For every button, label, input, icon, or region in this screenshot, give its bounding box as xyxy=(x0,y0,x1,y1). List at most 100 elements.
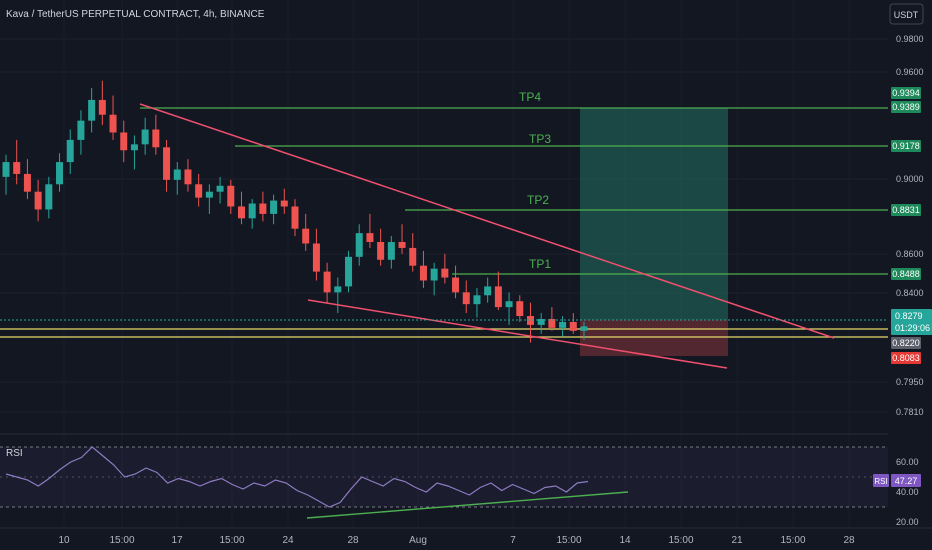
tag-tp-9178-text: 0.9178 xyxy=(892,141,920,151)
candle-body xyxy=(526,316,534,325)
candle-body xyxy=(473,295,481,305)
candle-body xyxy=(120,132,128,151)
candle-body xyxy=(205,191,213,198)
time-tick-label: 15:00 xyxy=(556,535,581,546)
candle-body xyxy=(280,200,288,207)
candle-body xyxy=(237,206,245,219)
candle-body xyxy=(334,286,342,293)
tp1-label: TP1 xyxy=(529,257,551,271)
tag-tp-8831-text: 0.8831 xyxy=(892,205,920,215)
candle-body xyxy=(462,292,470,305)
tp2-label: TP2 xyxy=(527,193,549,207)
price-tick-label: 0.7810 xyxy=(896,407,924,417)
candle-body xyxy=(227,185,235,207)
candle-body xyxy=(409,247,417,266)
candle-body xyxy=(484,286,492,296)
time-tick-label: 28 xyxy=(843,535,855,546)
tag-stop-8083-text: 0.8083 xyxy=(892,353,920,363)
take-profit-lines: TP4 TP3 TP2 TP1 xyxy=(140,90,888,275)
candle-body xyxy=(569,321,577,331)
tag-stop-8083 xyxy=(891,352,921,364)
candle-body xyxy=(152,129,160,148)
time-tick-label: 24 xyxy=(282,535,294,546)
candle-body xyxy=(355,233,363,257)
tag-tp-8488-text: 0.8488 xyxy=(892,269,920,279)
candle-body xyxy=(130,144,138,151)
time-tick-label: 14 xyxy=(619,535,631,546)
rsi-trendline[interactable] xyxy=(306,491,629,519)
price-tags: 0.9394 0.9389 0.9178 0.8831 0.8488 0.827… xyxy=(873,87,932,487)
candle-body xyxy=(419,265,427,281)
candle-body xyxy=(559,321,567,328)
stop-loss-zone xyxy=(580,320,728,356)
time-tick-label: 21 xyxy=(731,535,743,546)
candle-body xyxy=(430,268,438,281)
symbol-title: Kava / TetherUS PERPETUAL CONTRACT, 4h, … xyxy=(6,9,265,20)
candle-body xyxy=(56,162,64,185)
candle-body xyxy=(377,242,385,260)
candle-body xyxy=(13,162,21,174)
candle-body xyxy=(441,268,449,278)
time-tick-label: 15:00 xyxy=(219,535,244,546)
candlesticks xyxy=(2,80,588,343)
candle-body xyxy=(312,243,320,272)
time-tick-label: 15:00 xyxy=(109,535,134,546)
candle-body xyxy=(77,120,85,140)
price-axis-ticks: 0.9800 0.9600 0.9000 0.8600 0.8400 0.7950 0.78… xyxy=(896,34,924,417)
tp4-label: TP4 xyxy=(519,90,541,104)
tag-tp-8831 xyxy=(891,204,921,216)
candle-body xyxy=(34,191,42,210)
price-tick-label: 0.8400 xyxy=(896,288,924,298)
candle-body xyxy=(248,203,256,219)
time-tick-label: 28 xyxy=(347,535,359,546)
candle-body xyxy=(98,99,106,115)
tag-tp-9178 xyxy=(891,140,921,152)
upper-trendline[interactable] xyxy=(139,103,835,339)
tag-tp-8488 xyxy=(891,268,921,280)
lower-trendline[interactable] xyxy=(307,299,728,369)
time-axis[interactable] xyxy=(0,528,932,550)
candle-body xyxy=(291,206,299,229)
candle-body xyxy=(345,256,353,287)
candle-body xyxy=(505,301,513,308)
rsi-pane-label: RSI xyxy=(6,448,23,459)
price-grid xyxy=(0,38,888,413)
candle-body xyxy=(580,326,588,331)
price-tick-label: 0.9600 xyxy=(896,67,924,77)
tag-tp-9394 xyxy=(891,87,921,99)
candle-body xyxy=(23,173,31,192)
candle-body xyxy=(184,169,192,185)
candle-body xyxy=(141,129,149,145)
current-price-tag xyxy=(891,309,932,335)
rsi-tick-40: 40.00 xyxy=(896,487,919,497)
time-tick-label: 10 xyxy=(58,535,70,546)
price-axis[interactable] xyxy=(888,0,932,528)
price-tick-label: 0.7950 xyxy=(896,377,924,387)
rsi-tick-60: 60.00 xyxy=(896,457,919,467)
take-profit-zone xyxy=(580,108,728,320)
candle-body xyxy=(452,277,460,293)
rsi-badge-name-text: RSI xyxy=(874,477,887,486)
price-tick-label: 0.8600 xyxy=(896,249,924,259)
currency-button[interactable] xyxy=(889,3,924,25)
candle-body xyxy=(537,318,545,325)
candle-body xyxy=(398,242,406,248)
candle-body xyxy=(270,200,278,214)
candle-body xyxy=(2,162,10,177)
candle-body xyxy=(173,169,181,180)
rsi-line xyxy=(5,446,589,508)
candle-body xyxy=(216,185,224,192)
tag-tp-9394-text: 0.9394 xyxy=(892,88,920,98)
current-price-value: 0.8279 xyxy=(895,311,923,321)
candle-body xyxy=(323,271,331,293)
time-tick-label: 15:00 xyxy=(668,535,693,546)
tag-support-8220 xyxy=(891,337,921,349)
time-tick-label: 15:00 xyxy=(780,535,805,546)
rsi-badge-name xyxy=(873,474,889,487)
candle-body xyxy=(45,184,53,210)
current-price-countdown: 01:29:06 xyxy=(895,323,930,333)
candle-body xyxy=(548,318,556,328)
currency-button-label[interactable]: USDT xyxy=(894,10,919,20)
